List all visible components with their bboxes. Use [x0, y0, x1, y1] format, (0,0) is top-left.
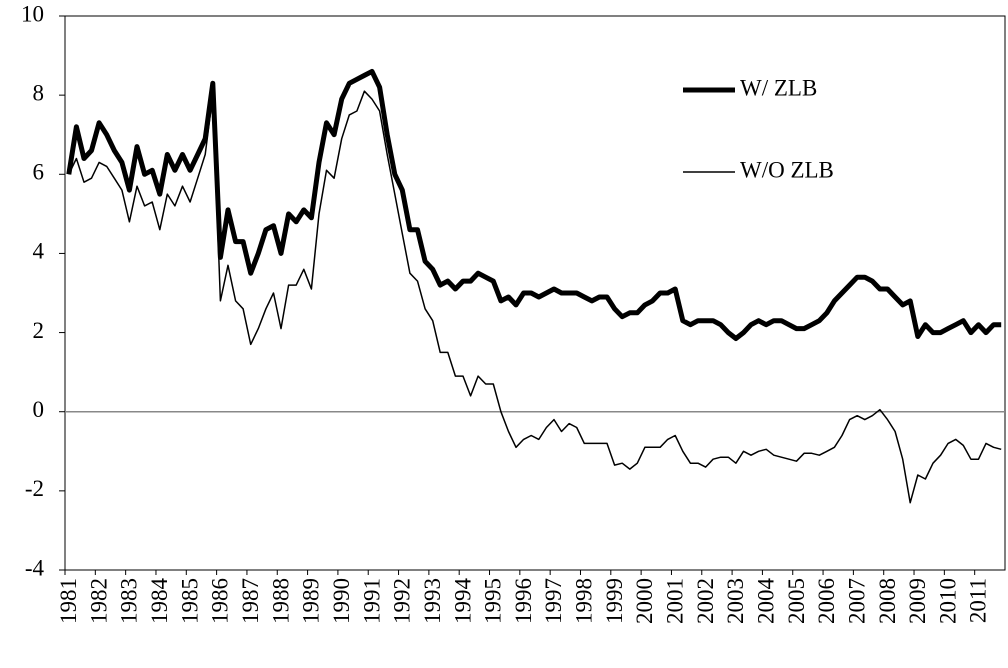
- series-line: [68, 90, 1002, 504]
- x-tick-label: 2004: [753, 578, 778, 625]
- x-tick-label: 2003: [723, 578, 748, 624]
- y-tick-label: 8: [33, 80, 45, 105]
- x-tick-label: 1990: [329, 578, 354, 624]
- x-tick-label: 2002: [693, 578, 718, 624]
- y-tick-label: 2: [33, 318, 45, 343]
- x-tick-label: 2010: [935, 578, 960, 624]
- y-tick-label: -2: [25, 476, 44, 501]
- x-tick-label: 1985: [177, 578, 202, 624]
- x-tick-label: 2005: [784, 578, 809, 624]
- x-tick-label: 1994: [450, 578, 475, 625]
- x-tick-label: 2009: [905, 578, 930, 624]
- x-tick-label: 1999: [602, 578, 627, 624]
- x-tick-label: 2000: [632, 578, 657, 624]
- x-tick-label: 1991: [359, 578, 384, 624]
- y-tick-label: 6: [33, 160, 45, 185]
- x-tick-label: 1995: [481, 578, 506, 624]
- x-tick-label: 2008: [875, 578, 900, 624]
- x-tick-label: 1996: [511, 578, 536, 624]
- x-tick-label: 2007: [844, 578, 869, 624]
- x-tick-label: 1988: [268, 578, 293, 624]
- x-tick-label: 1998: [572, 578, 597, 624]
- legend-label: W/O ZLB: [740, 157, 834, 182]
- y-tick-label: -4: [25, 555, 45, 580]
- x-tick-label: 1983: [117, 578, 142, 624]
- x-tick-label: 1993: [420, 578, 445, 624]
- legend-label: W/ ZLB: [740, 75, 817, 100]
- x-tick-label: 2006: [814, 578, 839, 624]
- x-tick-label: 1986: [208, 578, 233, 624]
- x-tick-label: 2011: [966, 578, 991, 623]
- x-tick-label: 2001: [663, 578, 688, 624]
- y-tick-label: 0: [33, 397, 45, 422]
- x-tick-label: 1989: [299, 578, 324, 624]
- y-tick-label: 4: [33, 239, 45, 264]
- x-tick-label: 1982: [86, 578, 111, 624]
- plot-frame: [64, 15, 1006, 571]
- x-tick-label: 1992: [390, 578, 415, 624]
- y-tick-label: 10: [21, 1, 44, 26]
- x-tick-label: 1987: [238, 578, 263, 624]
- x-tick-label: 1997: [541, 578, 566, 624]
- x-tick-label: 1981: [56, 578, 81, 624]
- series-line: [66, 68, 1002, 341]
- x-tick-label: 1984: [147, 578, 172, 625]
